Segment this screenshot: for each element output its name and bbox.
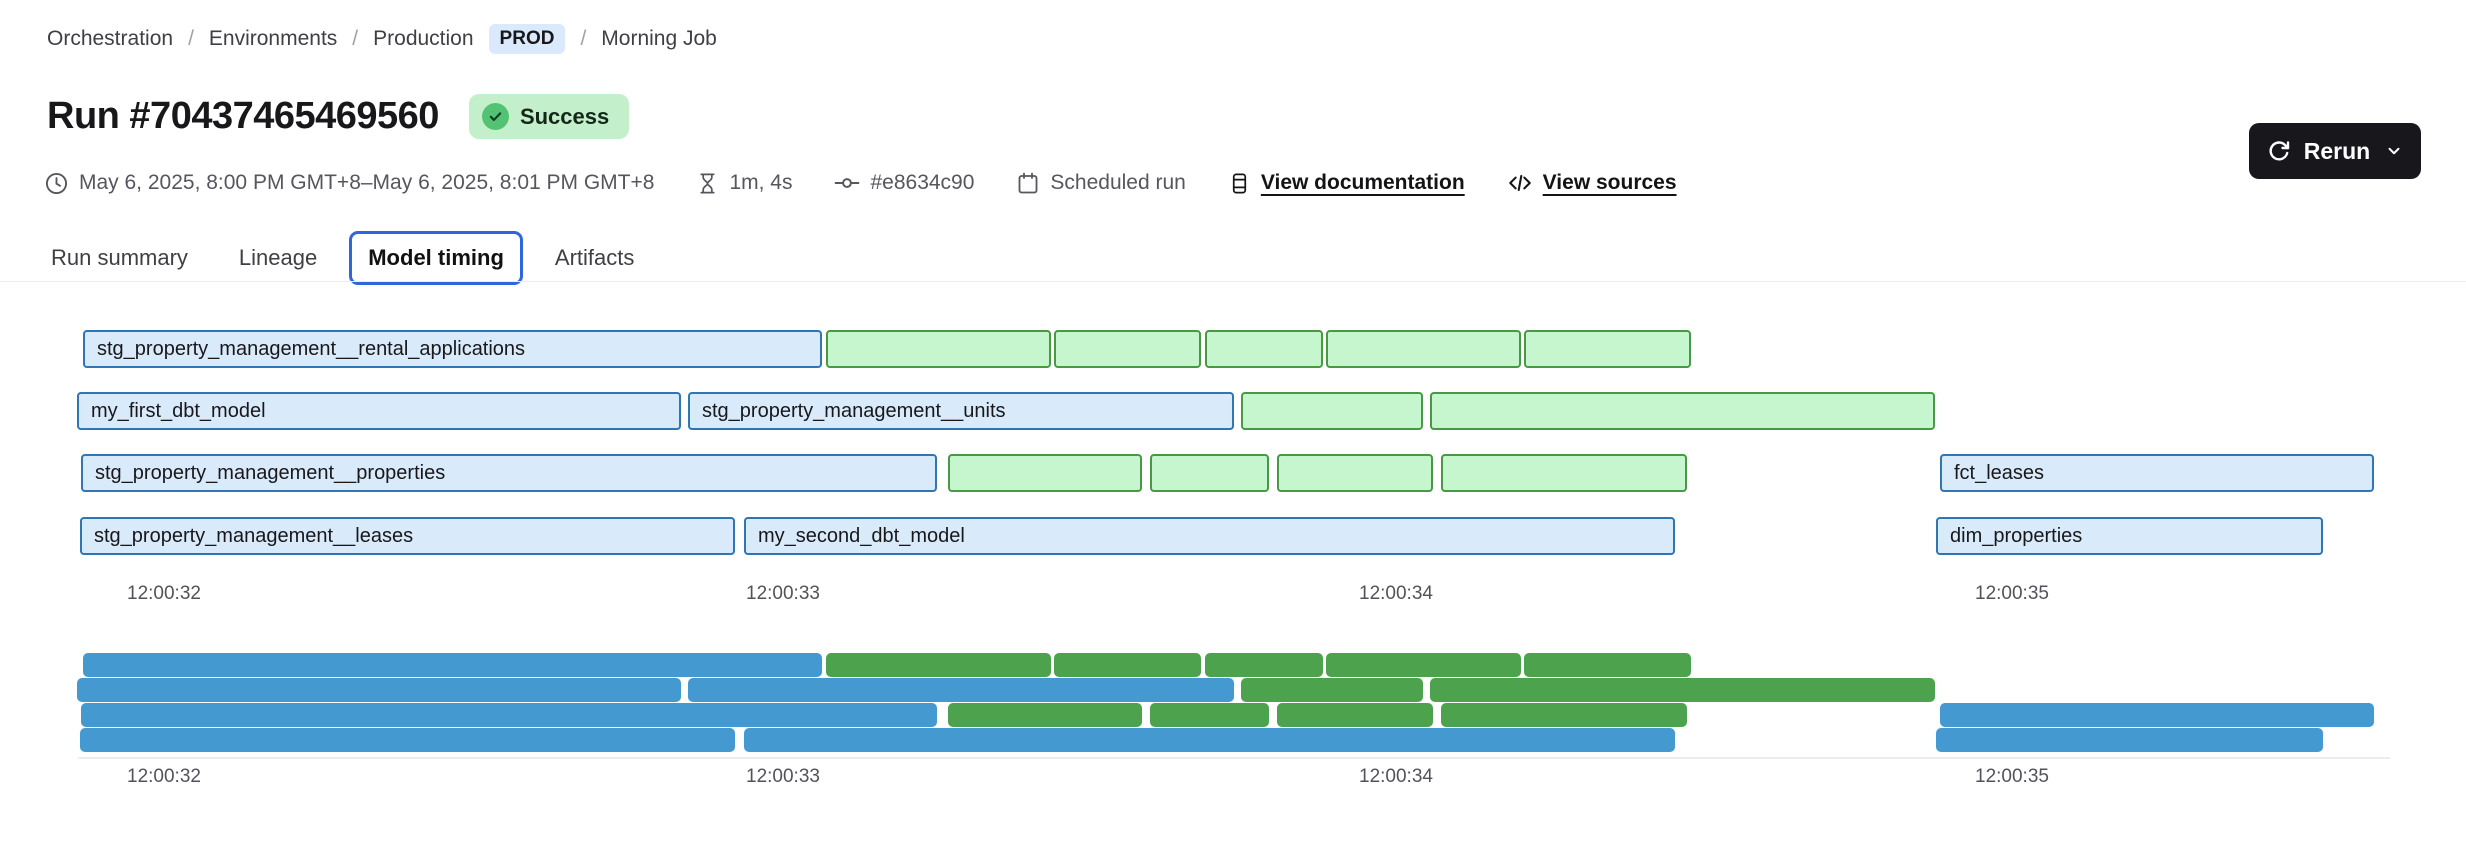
gantt-bar[interactable] — [826, 330, 1051, 368]
meta-label: 1m, 4s — [729, 171, 793, 194]
overview-bar — [1326, 653, 1521, 677]
environment-badge: PROD — [488, 24, 566, 54]
gantt-bar-dim-properties[interactable]: dim_properties — [1936, 517, 2323, 555]
breadcrumb-separator: / — [188, 27, 194, 50]
overview-tick-label: 12:00:35 — [1975, 766, 2049, 787]
breadcrumb-item-morning-job[interactable]: Morning Job — [601, 27, 717, 50]
tab-artifacts[interactable]: Artifacts — [554, 245, 635, 270]
gantt-bar-label: dim_properties — [1950, 524, 2083, 547]
tab-bar: Run summary Lineage Model timing Artifacts — [32, 231, 653, 285]
gantt-bar[interactable] — [1205, 330, 1323, 368]
tab-model-timing[interactable]: Model timing — [349, 231, 523, 285]
overview-bar — [81, 703, 937, 727]
overview-tick-label: 12:00:34 — [1359, 766, 1433, 787]
gantt-bar-stg-property-management-rental-applications[interactable]: stg_property_management__rental_applicat… — [83, 330, 822, 368]
overview-bar — [83, 653, 822, 677]
commit-icon — [834, 170, 860, 196]
overview-bar — [1430, 678, 1935, 702]
breadcrumb-item-production[interactable]: Production — [373, 27, 474, 50]
header-divider — [0, 281, 2466, 282]
overview-bar — [688, 678, 1234, 702]
meta-label: View sources — [1542, 171, 1677, 194]
overview-tick-label: 12:00:32 — [127, 766, 201, 787]
overview-bar — [80, 728, 735, 752]
overview-bar — [1441, 703, 1687, 727]
overview-bar — [1205, 653, 1323, 677]
meta-may-6-2025-8-00-pm-gmt-8-may-6-2025-8-01-pm-gmt-8: May 6, 2025, 8:00 PM GMT+8–May 6, 2025, … — [44, 171, 654, 196]
gantt-bar-stg-property-management-units[interactable]: stg_property_management__units — [688, 392, 1234, 430]
gantt-bar-label: stg_property_management__leases — [94, 524, 414, 547]
meta-label: Scheduled run — [1050, 171, 1186, 194]
gantt-bar-my-first-dbt-model[interactable]: my_first_dbt_model — [77, 392, 681, 430]
tab-lineage[interactable]: Lineage — [238, 245, 318, 270]
overview-bar — [948, 703, 1142, 727]
check-circle-icon — [481, 103, 509, 130]
breadcrumb-item-orchestration[interactable]: Orchestration — [47, 27, 174, 50]
time-tick-label: 12:00:32 — [127, 583, 201, 604]
overview-bar — [1054, 653, 1201, 677]
rerun-button[interactable]: Rerun — [2249, 123, 2421, 179]
overview-bar — [77, 678, 681, 702]
gantt-bar[interactable] — [1326, 330, 1521, 368]
breadcrumb-item-environments[interactable]: Environments — [208, 27, 338, 50]
overview-bar — [1150, 703, 1269, 727]
status-label: Success — [519, 103, 610, 129]
document-icon — [1228, 172, 1251, 195]
gantt-bar[interactable] — [1150, 454, 1269, 492]
gantt-bar-stg-property-management-leases[interactable]: stg_property_management__leases — [80, 517, 735, 555]
gantt-bar[interactable] — [1524, 330, 1691, 368]
gantt-bar[interactable] — [1277, 454, 1433, 492]
gantt-bar[interactable] — [1430, 392, 1935, 430]
rerun-label: Rerun — [2303, 137, 2371, 164]
overview-tick-label: 12:00:33 — [746, 766, 820, 787]
gantt-bar[interactable] — [948, 454, 1142, 492]
gantt-bar-label: stg_property_management__properties — [95, 461, 446, 484]
time-tick-label: 12:00:33 — [746, 583, 820, 604]
gantt-bar[interactable] — [1054, 330, 1201, 368]
overview-bar — [1277, 703, 1433, 727]
meta-label: View documentation — [1260, 171, 1465, 194]
overview-bar — [744, 728, 1675, 752]
calendar-icon — [1016, 171, 1040, 195]
code-icon — [1507, 170, 1533, 196]
clock-icon — [44, 171, 69, 196]
status-badge: Success — [468, 94, 630, 139]
overview-bar — [1936, 728, 2323, 752]
overview-bar — [826, 653, 1051, 677]
gantt-bar-fct-leases[interactable]: fct_leases — [1940, 454, 2374, 492]
overview-bar — [1524, 653, 1691, 677]
gantt-bar-label: stg_property_management__rental_applicat… — [97, 337, 526, 360]
page-title: Run #70437465469560 — [47, 95, 439, 137]
run-meta-row: May 6, 2025, 8:00 PM GMT+8–May 6, 2025, … — [44, 170, 1677, 196]
overview-axis-line — [78, 757, 2390, 759]
time-tick-label: 12:00:35 — [1975, 583, 2049, 604]
breadcrumb-separator: / — [580, 27, 587, 50]
gantt-bar-my-second-dbt-model[interactable]: my_second_dbt_model — [744, 517, 1675, 555]
gantt-bar-label: my_first_dbt_model — [91, 399, 266, 422]
gantt-bar[interactable] — [1241, 392, 1423, 430]
tab-run-summary[interactable]: Run summary — [51, 245, 188, 270]
gantt-bar[interactable] — [1441, 454, 1687, 492]
gantt-bar-label: my_second_dbt_model — [758, 524, 965, 547]
chevron-down-icon — [2385, 142, 2403, 160]
title-row: Run #70437465469560 Success — [47, 94, 630, 139]
gantt-bar-label: fct_leases — [1954, 461, 2045, 484]
gantt-bar-stg-property-management-properties[interactable]: stg_property_management__properties — [81, 454, 937, 492]
hourglass-icon — [696, 172, 719, 195]
meta-label: #e8634c90 — [870, 171, 975, 194]
gantt-bar-label: stg_property_management__units — [702, 399, 1006, 422]
overview-bar — [1241, 678, 1423, 702]
meta-e8634c90: #e8634c90 — [834, 170, 974, 196]
meta-scheduled-run: Scheduled run — [1016, 171, 1186, 195]
breadcrumb-separator: / — [352, 27, 359, 50]
breadcrumb: Orchestration / Environments / Production PRO… — [47, 24, 717, 54]
overview-bar — [1940, 703, 2374, 727]
meta-1m-4s: 1m, 4s — [696, 171, 792, 195]
meta-view-sources[interactable]: View sources — [1507, 170, 1677, 196]
meta-label: May 6, 2025, 8:00 PM GMT+8–May 6, 2025, … — [79, 171, 655, 194]
meta-view-documentation[interactable]: View documentation — [1228, 171, 1465, 195]
time-tick-label: 12:00:34 — [1359, 583, 1433, 604]
refresh-icon — [2267, 139, 2291, 163]
